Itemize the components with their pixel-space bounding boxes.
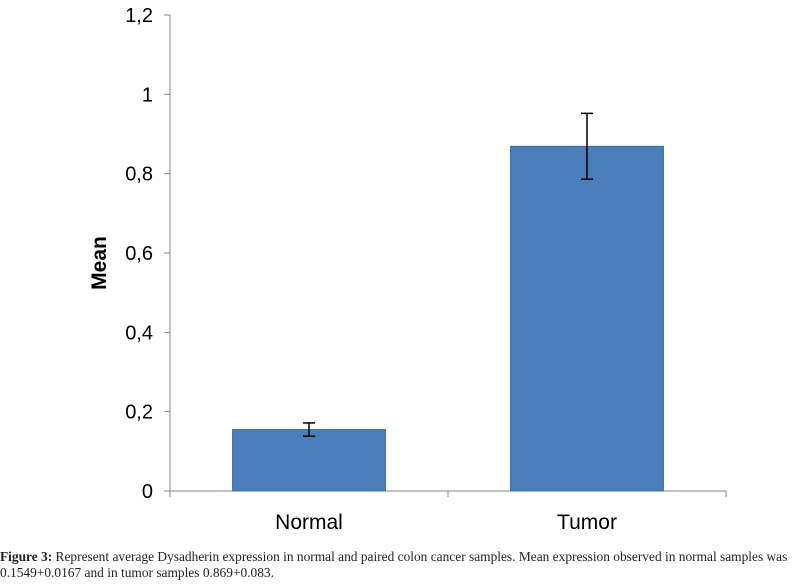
bars (232, 145, 664, 492)
x-tick-label: Normal (275, 511, 343, 534)
bar-normal (232, 429, 386, 492)
bar-tumor (510, 145, 664, 492)
error-bars (303, 112, 593, 437)
error-bar-normal (303, 422, 315, 437)
y-tick-label: 0,6 (125, 243, 153, 265)
figure-caption: Figure 3: Represent average Dysadherin e… (0, 549, 800, 581)
y-axis: 0 0,2 0,4 0,6 0,8 1 1,2 (125, 5, 171, 503)
y-tick-label: 0,4 (125, 322, 153, 344)
x-axis (169, 490, 727, 497)
y-axis-title: Mean (88, 236, 111, 290)
bar-chart: 0 0,2 0,4 0,6 0,8 1 1,2 Normal Tumor Mean (88, 5, 727, 534)
caption-label: Figure 3: (0, 549, 53, 564)
y-tick-label: 1,2 (125, 5, 153, 27)
caption-text: Represent average Dysadherin expression … (0, 549, 788, 580)
x-tick-label: Tumor (557, 511, 617, 534)
y-tick-label: 0,8 (125, 164, 153, 186)
y-ticks: 0 0,2 0,4 0,6 0,8 1 1,2 (125, 5, 170, 503)
y-tick-label: 0 (142, 481, 153, 503)
error-bar-tumor (581, 112, 593, 180)
x-ticks (169, 491, 727, 497)
y-tick-label: 1 (142, 84, 153, 106)
y-tick-label: 0,2 (125, 402, 153, 424)
category-labels: Normal Tumor (275, 511, 617, 534)
